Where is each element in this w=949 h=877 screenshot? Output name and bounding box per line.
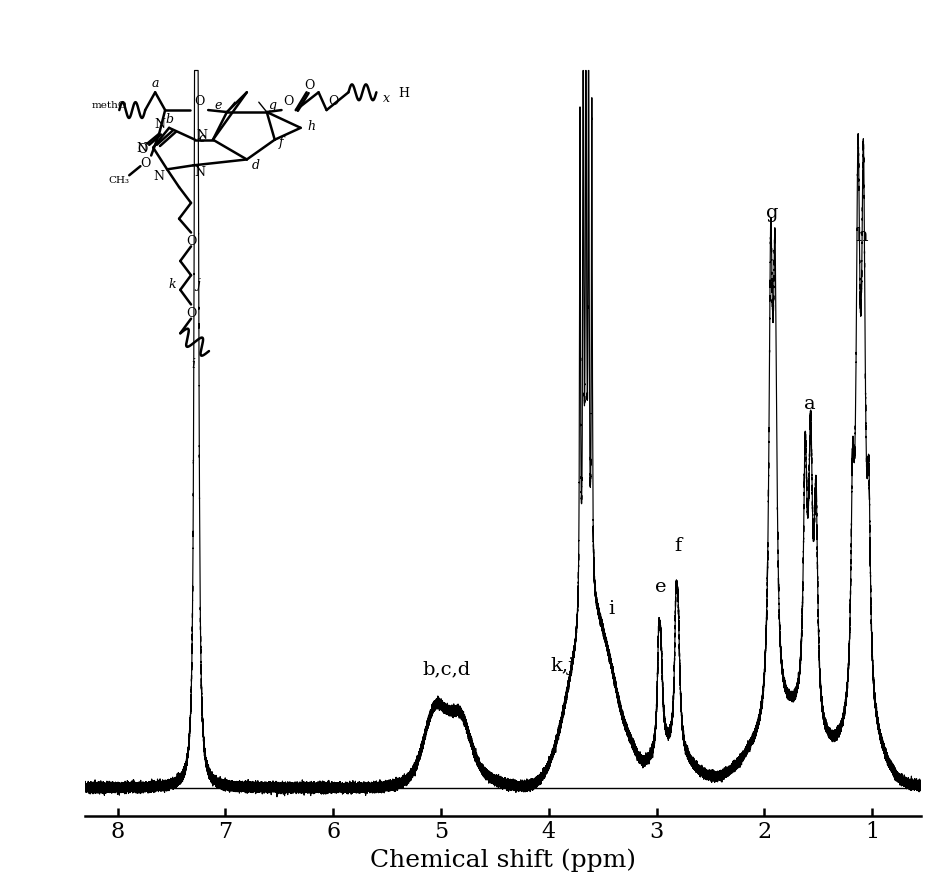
Text: x: x [382,92,390,105]
Text: f: f [278,136,283,149]
Text: i: i [192,358,195,371]
Text: a: a [804,395,815,413]
Text: H: H [399,87,410,100]
Text: k,j: k,j [550,656,575,674]
Text: O: O [305,79,315,92]
Text: O: O [140,156,150,169]
Text: b,c,d: b,c,d [422,660,471,678]
Text: O: O [186,235,196,247]
Text: i: i [608,599,614,617]
Text: O: O [137,143,147,156]
Text: e: e [655,578,666,595]
Text: g: g [269,99,277,112]
Text: g: g [766,204,778,222]
Text: a: a [152,77,158,89]
Text: N: N [196,129,208,142]
Text: O: O [284,95,294,108]
Text: d: d [251,159,260,172]
Text: CH₃: CH₃ [109,176,130,185]
Text: h: h [855,227,867,246]
Text: N: N [195,166,206,179]
Text: O: O [328,95,339,108]
Text: b: b [165,113,173,126]
Text: O: O [194,95,204,108]
Text: k: k [169,278,177,291]
Text: N: N [153,169,164,182]
Text: methO: methO [91,101,127,110]
Text: N: N [155,118,166,131]
Text: f: f [675,536,681,554]
Text: j: j [195,278,199,291]
Text: h: h [307,120,316,133]
X-axis label: Chemical shift (ppm): Chemical shift (ppm) [370,848,636,872]
Text: e: e [214,99,222,112]
Text: c: c [198,132,205,145]
Text: N: N [137,142,147,155]
Text: O: O [186,306,196,319]
